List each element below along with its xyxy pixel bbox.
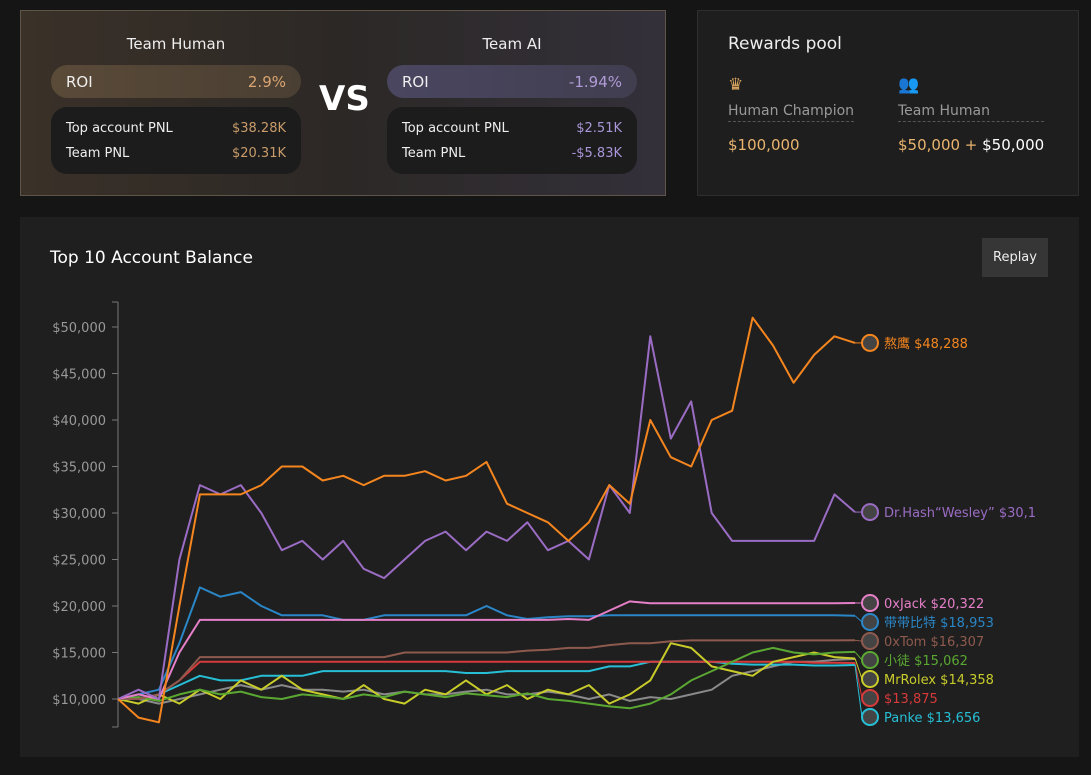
team-human-pnl: Top account PNL $38.28K Team PNL $20.31K [51,107,301,174]
team-ai-roi: ROI -1.94% [387,65,637,98]
account-avatar [861,613,879,632]
rewards-title: Rewards pool [728,34,842,54]
top-pnl-value: $38.28K [231,121,286,136]
series-end-label: $13,875 [884,692,938,707]
label-leader-line [854,651,863,661]
balance-line-chart: $10,000 $15,000 $20,000 $25,000 $30,000 $35,0… [52,301,1036,728]
roi-label: ROI [402,72,429,91]
crown-icon: ♛ [728,75,744,95]
reward-champion: ♛ Human Champion $100,000 [728,75,855,154]
label-leader-line [854,664,863,718]
vs-label: VS [319,79,370,119]
series-end-label: 带带比特 $18,953 [884,616,994,631]
replay-button[interactable]: Replay [982,238,1048,277]
account-avatar [861,651,879,670]
y-tick-label: $40,000 [52,414,106,429]
team-pnl-value: -$5.83K [571,146,622,161]
series-line [117,316,856,724]
plus-sign: + [960,136,983,154]
account-avatar [861,503,879,522]
account-balance-chart-card: Top 10 Account Balance Replay $10,000 $15… [20,217,1079,757]
account-avatar [861,689,879,708]
account-avatar [861,333,879,352]
top-pnl-label: Top account PNL [66,121,173,136]
account-avatar [861,594,879,613]
team-human: Team Human ROI 2.9% Top account PNL $38.2… [51,11,301,174]
series-end-label: MrRolex $14,358 [884,673,994,688]
label-leader-line [854,662,863,699]
rewards-pool-card: Rewards pool ♛ Human Champion $100,000 👥… [697,10,1079,196]
y-tick-label: $15,000 [52,647,106,662]
series-line [117,600,856,700]
series-end-label: 0xTom $16,307 [884,635,984,650]
reward-label: Human Champion [728,103,855,122]
label-leader-line [854,639,863,642]
series-end-label: 0xJack $20,322 [884,597,984,612]
y-tick-label: $20,000 [52,600,106,615]
series-line [117,646,856,710]
y-tick-label: $35,000 [52,461,106,476]
top-pnl-label: Top account PNL [402,121,509,136]
y-tick-label: $25,000 [52,554,106,569]
team-pnl-value: $20.31K [231,146,286,161]
account-avatar [861,708,879,727]
account-avatar [861,670,879,689]
team-pnl-label: Team PNL [66,146,130,161]
y-tick-label: $10,000 [52,693,106,708]
team-comparison-card: Team Human ROI 2.9% Top account PNL $38.2… [20,10,666,196]
series-end-label: Panke $13,656 [884,711,980,726]
reward-value: $50,000 + $50,000 [898,136,1044,154]
reward-value: $100,000 [728,136,800,154]
series-line [118,658,856,705]
account-avatar [861,632,879,651]
label-leader-line [854,658,863,680]
series-line [117,586,856,700]
y-tick-label: $50,000 [52,321,106,336]
team-human-roi: ROI 2.9% [51,65,301,98]
team-icon: 👥 [898,75,920,95]
team-ai-pnl: Top account PNL $2.51K Team PNL -$5.83K [387,107,637,174]
series-end-label: 小徒 $15,062 [884,654,968,669]
team-ai-title: Team AI [482,35,542,53]
team-ai: Team AI ROI -1.94% Top account PNL $2.51K… [387,11,637,174]
roi-value: 2.9% [247,72,286,91]
chart-title: Top 10 Account Balance [50,248,253,268]
y-tick-label: $30,000 [52,507,106,522]
reward-label: Team Human [898,103,1045,122]
reward-team: 👥 Team Human $50,000 + $50,000 [898,75,1045,154]
series-line [118,639,856,700]
y-tick-label: $45,000 [52,368,106,383]
reward-value-a: $50,000 [898,136,961,154]
top-pnl-value: $2.51K [576,121,622,136]
roi-value: -1.94% [568,72,622,91]
team-pnl-label: Team PNL [402,146,466,161]
team-human-title: Team Human [126,35,226,53]
series-end-label: Dr.Hash“Wesley” $30,1 [884,506,1036,521]
series-end-label: 熬鹰 $48,288 [884,336,968,352]
reward-value-b: $50,000 [982,136,1045,154]
label-leader-line [854,615,863,623]
series-line [117,335,856,700]
roi-label: ROI [66,72,93,91]
